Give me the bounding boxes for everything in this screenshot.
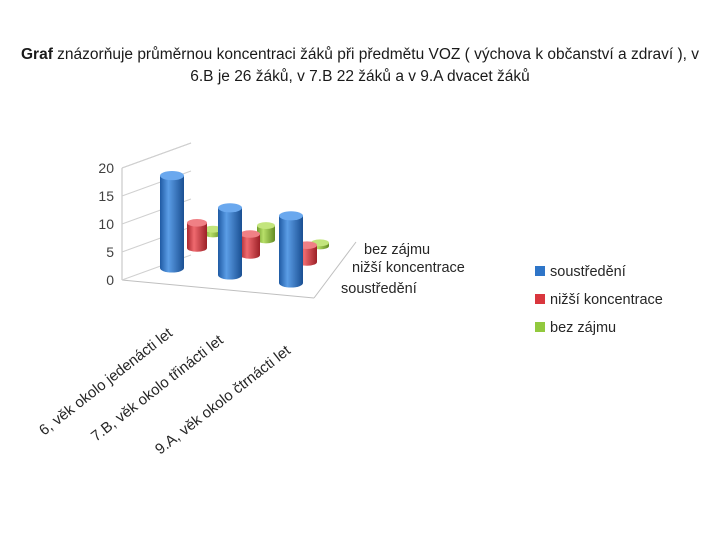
legend-swatch [535,294,545,304]
bar-body [240,234,260,259]
bar-top [187,219,207,227]
bar-soustředění-3 [279,211,303,288]
bar-nižší-koncentrace-2 [240,230,260,259]
bar-soustředění-1 [160,171,184,273]
bar-body [257,225,275,244]
slide-title: Graf znázorňuje průměrnou koncentraci žá… [20,44,700,88]
bar-body [279,215,303,288]
bar-nižší-koncentrace-1 [187,219,207,252]
bar-top [218,203,242,213]
bar-top [257,222,275,230]
depth-axis-labels: bez zájmu nižší koncentrace soustředění [341,242,465,297]
bar-body [187,222,207,252]
legend: soustředění nižší koncentrace bez zájmu [535,264,663,336]
legend-swatch [535,322,545,332]
bar-top [204,225,222,233]
slide-title-rest: znázorňuje průměrnou koncentraci žáků př… [52,46,699,85]
legend-label: bez zájmu [550,320,616,336]
y-tick-label: 0 [106,272,114,288]
bar-body [218,207,242,280]
bar-body [160,175,184,273]
depth-label: bez zájmu [364,242,430,258]
bar-bez-zájmu-1 [204,225,222,238]
legend-label: nižší koncentrace [550,292,663,308]
bar-top [240,230,260,238]
bar-bez-zájmu-2 [257,222,275,244]
y-tick-label: 10 [98,216,114,232]
y-tick-label: 20 [98,160,114,176]
y-axis-ticks: 0 5 10 15 20 [98,160,114,288]
legend-swatch [535,266,545,276]
y-tick-label: 5 [106,244,114,260]
bars [160,171,329,288]
slide-title-bold: Graf [21,46,53,63]
depth-label: soustředění [341,281,417,297]
bar-soustředění-2 [218,203,242,280]
category-label: 9.A, věk okolo čtrnácti let [152,342,295,459]
legend-label: soustředění [550,264,626,280]
grid-line [121,142,192,169]
bar-top [279,211,303,221]
bar-top [160,171,184,181]
depth-label: nižší koncentrace [352,260,465,276]
y-tick-label: 15 [98,188,114,204]
